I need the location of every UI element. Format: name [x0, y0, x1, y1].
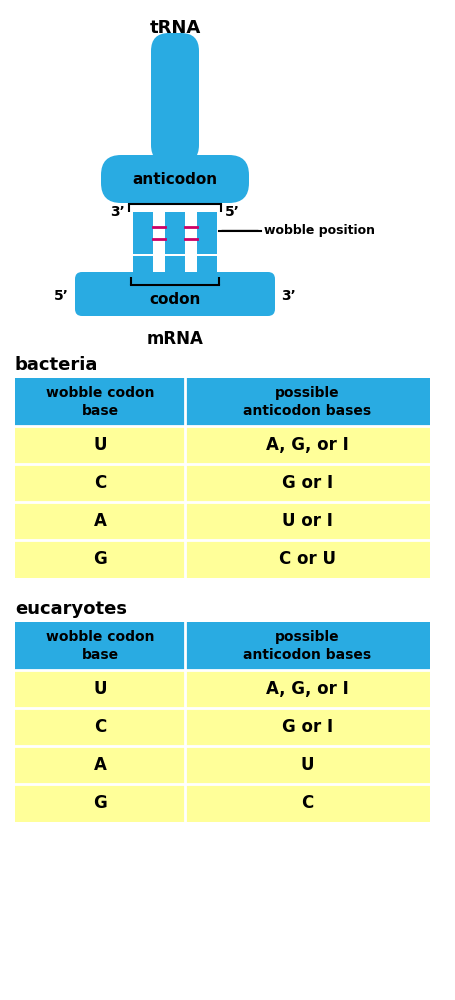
- Text: mRNA: mRNA: [146, 330, 203, 348]
- Text: codon: codon: [149, 292, 200, 306]
- Text: U: U: [93, 436, 106, 454]
- Text: wobble codon
base: wobble codon base: [46, 630, 154, 662]
- Text: 3’: 3’: [110, 205, 125, 219]
- Bar: [185, 540, 429, 578]
- Text: possible
anticodon bases: possible anticodon bases: [243, 630, 371, 662]
- Text: 3’: 3’: [280, 289, 295, 303]
- Text: eucaryotes: eucaryotes: [15, 600, 127, 618]
- Bar: [185, 426, 429, 464]
- Text: A: A: [93, 756, 106, 774]
- Text: 5’: 5’: [54, 289, 69, 303]
- Text: A, G, or I: A, G, or I: [266, 680, 348, 698]
- Bar: [165, 212, 185, 254]
- Bar: [15, 464, 185, 502]
- Text: C or U: C or U: [278, 550, 335, 568]
- Text: G or I: G or I: [281, 474, 332, 492]
- Bar: [185, 784, 429, 822]
- Text: possible
anticodon bases: possible anticodon bases: [243, 386, 371, 418]
- Bar: [133, 212, 153, 254]
- Text: anticodon: anticodon: [132, 172, 217, 186]
- Text: C: C: [94, 474, 106, 492]
- Text: wobble codon
base: wobble codon base: [46, 386, 154, 418]
- Bar: [165, 256, 185, 274]
- FancyBboxPatch shape: [151, 33, 198, 163]
- Text: 5’: 5’: [224, 205, 239, 219]
- Text: U: U: [93, 680, 106, 698]
- Bar: [185, 502, 429, 540]
- Bar: [185, 622, 429, 670]
- Bar: [185, 708, 429, 746]
- Text: bacteria: bacteria: [15, 356, 98, 374]
- Bar: [133, 256, 153, 274]
- Bar: [185, 464, 429, 502]
- Text: G: G: [93, 550, 106, 568]
- Bar: [15, 378, 185, 426]
- FancyBboxPatch shape: [75, 272, 274, 316]
- Bar: [185, 378, 429, 426]
- Text: U or I: U or I: [282, 512, 332, 530]
- Bar: [15, 502, 185, 540]
- Bar: [15, 746, 185, 784]
- Text: tRNA: tRNA: [149, 19, 200, 37]
- Text: C: C: [301, 794, 313, 812]
- Bar: [15, 670, 185, 708]
- Text: G or I: G or I: [281, 718, 332, 736]
- Text: A: A: [93, 512, 106, 530]
- Bar: [15, 784, 185, 822]
- Bar: [15, 708, 185, 746]
- Bar: [15, 622, 185, 670]
- Bar: [15, 426, 185, 464]
- Text: U: U: [300, 756, 313, 774]
- Bar: [185, 746, 429, 784]
- Text: C: C: [94, 718, 106, 736]
- FancyBboxPatch shape: [101, 155, 248, 203]
- Bar: [197, 256, 217, 274]
- Text: wobble position: wobble position: [263, 224, 374, 237]
- Text: A, G, or I: A, G, or I: [266, 436, 348, 454]
- Text: G: G: [93, 794, 106, 812]
- Bar: [197, 212, 217, 254]
- Bar: [15, 540, 185, 578]
- Bar: [185, 670, 429, 708]
